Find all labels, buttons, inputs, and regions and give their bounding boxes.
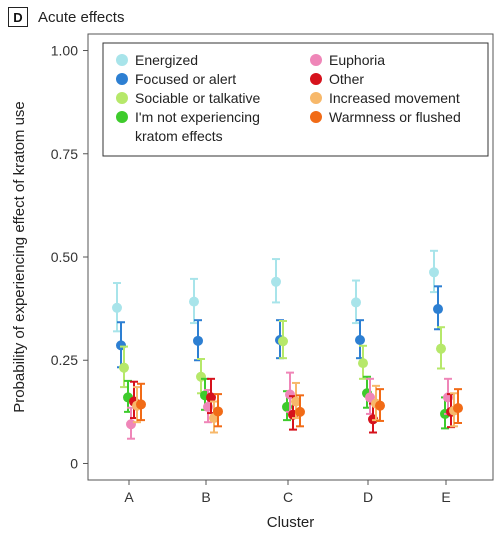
data-point [119,362,129,373]
data-point [433,304,443,315]
series-increased-movement [132,381,459,434]
data-point [136,399,146,410]
data-point [112,302,122,313]
data-point [126,419,136,430]
y-tick-label: 0 [70,455,78,471]
data-point [429,267,439,278]
x-tick-label: C [283,489,293,505]
legend-swatch [116,111,128,123]
data-point [213,406,223,417]
legend-item: I'm not experiencing kratom effects [116,109,260,144]
y-tick-label: 1.00 [51,43,78,59]
legend-swatch [116,92,128,104]
y-tick-label: 0.50 [51,249,78,265]
series-focused-or-alert [116,285,443,369]
legend-swatch [116,73,128,85]
data-point [295,406,305,417]
legend-label: Focused or alert [135,71,236,87]
data-point [365,392,375,403]
data-point [271,276,281,287]
legend-label: Warmness or flushed [329,109,461,125]
legend-swatch [310,92,322,104]
legend-swatch [310,73,322,85]
series-warmness-or-flushed [136,382,463,428]
x-tick-label: A [124,489,134,505]
data-point [375,400,385,411]
data-point [436,343,446,354]
marks-layer [112,249,463,440]
panel-title: Acute effects [38,8,125,26]
legend-label: Sociable or talkative [135,90,261,106]
legend-box [102,42,489,157]
series-energized [112,249,439,333]
data-point [291,396,301,407]
data-point [278,336,288,347]
legend-label: Other [329,71,364,87]
data-point [355,335,365,346]
data-point [189,296,199,307]
y-tick-label: 0.75 [51,146,78,162]
legend: Energized Focused or alert Sociable or tal… [102,42,489,157]
legend-label: Energized [135,52,198,68]
legend-swatch [116,54,128,66]
panel-header: D Acute effects [8,6,124,28]
x-axis-title: Cluster [267,514,315,531]
legend-item: Focused or alert [116,71,236,87]
legend-item: Energized [116,52,198,68]
x-tick-label: D [363,489,373,505]
y-tick-label: 0.25 [51,352,78,368]
legend-item: Sociable or talkative [116,90,261,106]
axis-layer: 0 0.25 0.50 0.75 1.00 A B C D E Cluster Probability… [11,33,494,531]
series-sociable-or-talkative [119,320,446,395]
data-point [193,335,203,346]
data-point [206,392,216,403]
legend-label: Euphoria [329,52,385,68]
series-other [129,377,456,434]
data-point [351,297,361,308]
legend-item: Warmness or flushed [310,109,461,125]
legend-swatch [310,111,322,123]
data-point [453,403,463,414]
data-point [358,358,368,369]
legend-label: I'm not experiencing [135,109,260,125]
y-axis-title: Probability of experiencing effect of kr… [11,101,28,413]
legend-item: Increased movement [310,90,460,106]
x-tick-label: E [441,489,450,505]
legend-item: Euphoria [310,52,385,68]
x-tick-label: B [201,489,210,505]
legend-label: Increased movement [329,90,460,106]
legend-label: kratom effects [135,128,223,144]
series-i-m-not-experiencing-kratom-effects [123,375,450,430]
legend-item: Other [310,71,364,87]
legend-swatch [310,54,322,66]
panel-badge: D [8,7,28,27]
